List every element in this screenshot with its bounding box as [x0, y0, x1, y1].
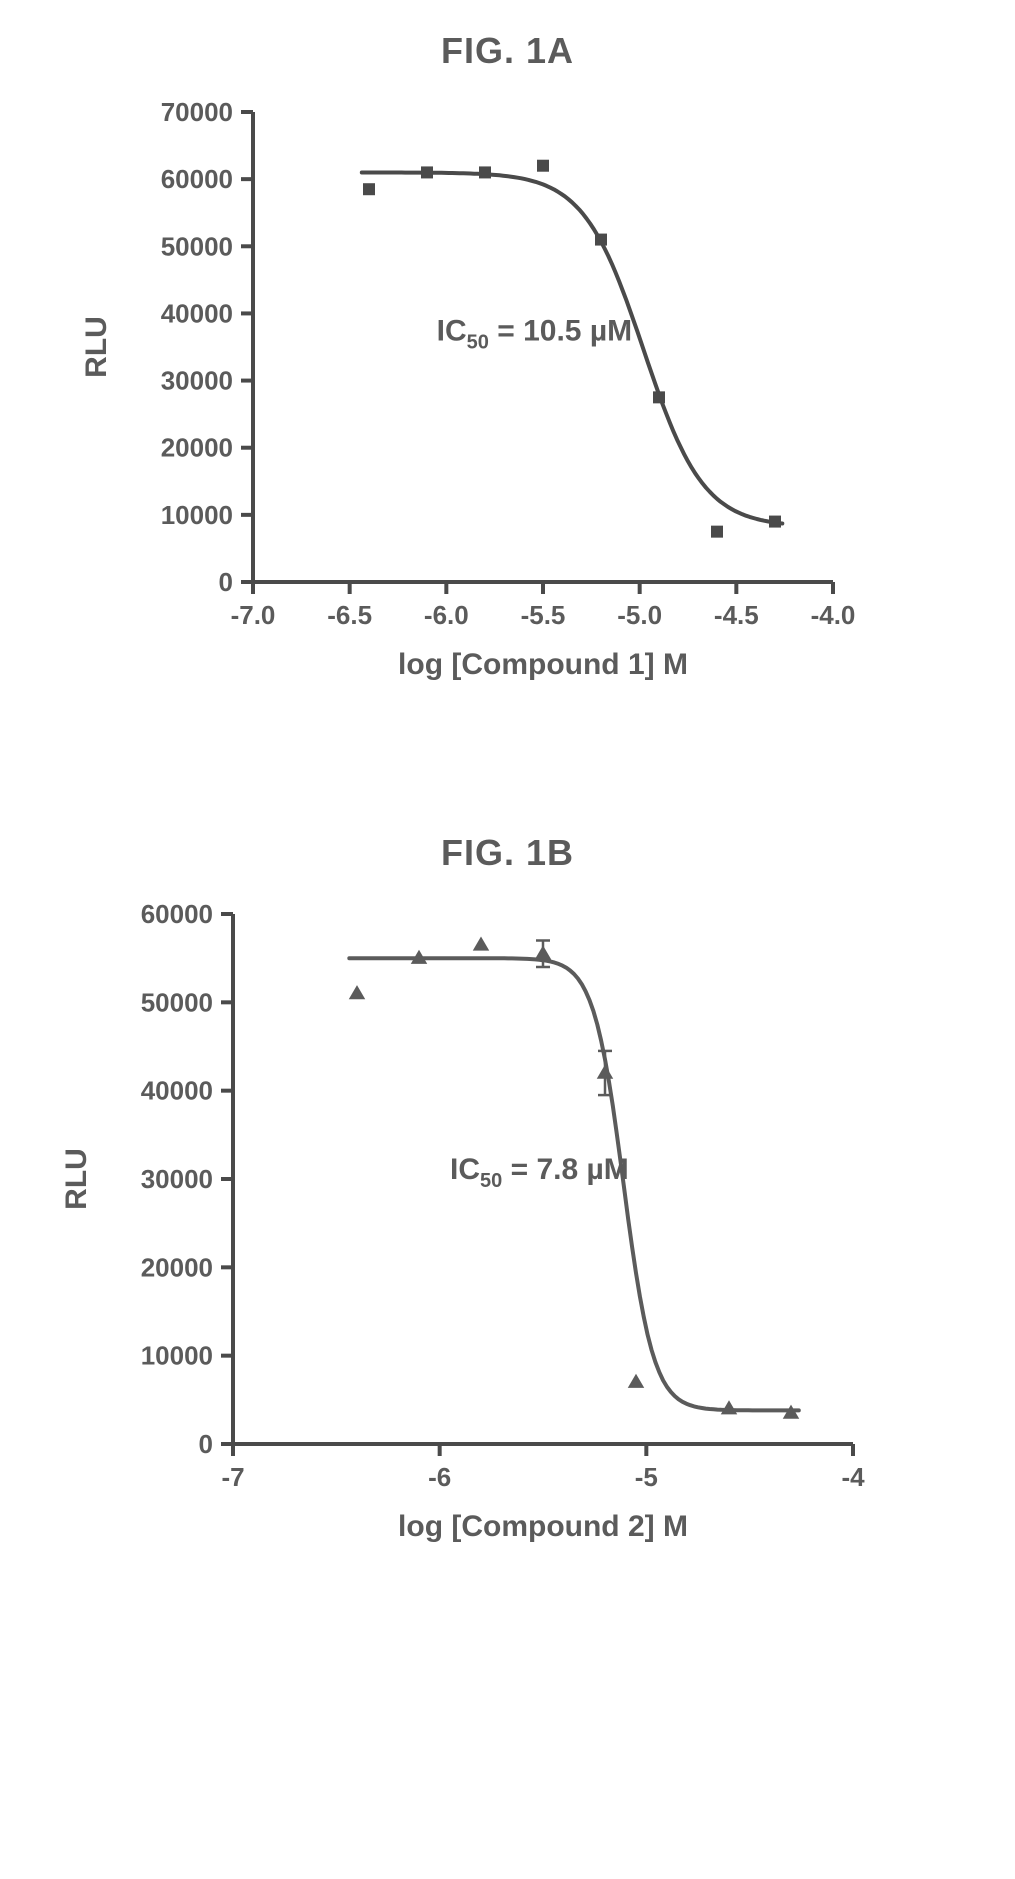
- svg-text:10000: 10000: [160, 500, 232, 530]
- fig-b-title: FIG. 1B: [0, 832, 1015, 874]
- svg-text:20000: 20000: [140, 1252, 212, 1282]
- svg-text:40000: 40000: [160, 298, 232, 328]
- fig-a-title: FIG. 1A: [0, 30, 1015, 72]
- svg-text:60000: 60000: [160, 164, 232, 194]
- svg-text:-4.5: -4.5: [713, 600, 758, 630]
- svg-text:50000: 50000: [140, 987, 212, 1017]
- svg-text:-5.5: -5.5: [520, 600, 565, 630]
- svg-text:40000: 40000: [140, 1076, 212, 1106]
- svg-text:-6: -6: [428, 1462, 451, 1492]
- svg-text:50000: 50000: [160, 231, 232, 261]
- svg-text:RLU: RLU: [60, 1148, 93, 1210]
- svg-text:30000: 30000: [140, 1164, 212, 1194]
- svg-text:10000: 10000: [140, 1341, 212, 1371]
- svg-text:log [Compound 1] M: log [Compound 1] M: [398, 648, 688, 681]
- svg-text:70000: 70000: [160, 97, 232, 127]
- svg-text:30000: 30000: [160, 366, 232, 396]
- svg-text:-4.0: -4.0: [810, 600, 855, 630]
- svg-text:IC50 = 10.5 µM: IC50 = 10.5 µM: [436, 314, 631, 353]
- svg-text:-4: -4: [841, 1462, 865, 1492]
- svg-text:-5.0: -5.0: [617, 600, 662, 630]
- svg-text:0: 0: [198, 1429, 212, 1459]
- svg-text:-7.0: -7.0: [230, 600, 275, 630]
- svg-text:IC50 = 7.8 µM: IC50 = 7.8 µM: [450, 1153, 629, 1192]
- svg-text:-5: -5: [634, 1462, 657, 1492]
- fig-b-chart: 0 10000 20000 30000 40000 50000 60000 -7 -6 -5 -4 R…: [48, 884, 968, 1604]
- figure-page: FIG. 1A 0 10000 20000 30000 40000 50000 60000 7…: [0, 30, 1015, 1604]
- svg-text:RLU: RLU: [80, 316, 113, 378]
- svg-text:0: 0: [218, 567, 232, 597]
- svg-text:-7: -7: [221, 1462, 244, 1492]
- svg-text:log [Compound 2] M: log [Compound 2] M: [398, 1510, 688, 1543]
- svg-text:60000: 60000: [140, 899, 212, 929]
- svg-text:-6.5: -6.5: [327, 600, 372, 630]
- svg-text:-6.0: -6.0: [423, 600, 468, 630]
- svg-text:20000: 20000: [160, 433, 232, 463]
- fig-a-chart: 0 10000 20000 30000 40000 50000 60000 70000 -7.0…: [68, 82, 948, 722]
